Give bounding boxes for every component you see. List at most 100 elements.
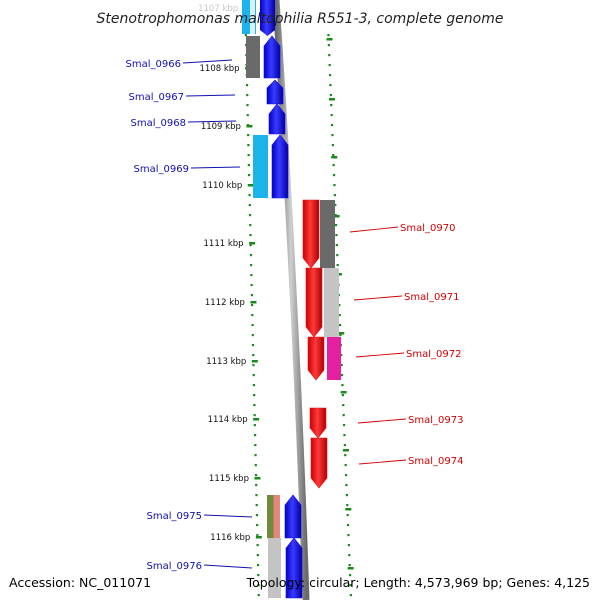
tick-label: 1116 kbp bbox=[210, 533, 250, 543]
outer-ruler-dot bbox=[342, 424, 346, 427]
gene-arrow[interactable] bbox=[260, 0, 275, 36]
inner-ruler-dot bbox=[257, 594, 260, 597]
outer-ruler-dot bbox=[332, 154, 335, 157]
inner-tick-mark bbox=[254, 477, 261, 480]
gene-label-smal_0968[interactable]: Smal_0968 bbox=[131, 118, 186, 129]
gene-label-smal_0967[interactable]: Smal_0967 bbox=[129, 92, 184, 103]
inner-ruler-dot bbox=[256, 534, 259, 537]
tick-label: 1110 kbp bbox=[202, 181, 242, 191]
gene-arrow-smal_0969[interactable] bbox=[271, 134, 289, 199]
outer-ruler-dot bbox=[348, 564, 351, 567]
gene-label-smal_0972[interactable]: Smal_0972 bbox=[406, 349, 461, 360]
inner-ruler-dot bbox=[257, 584, 260, 587]
inner-ruler-dot bbox=[250, 274, 253, 277]
gene-arrow-smal_0976[interactable] bbox=[285, 537, 303, 599]
inner-tick-mark bbox=[249, 242, 256, 245]
gene-label-smal_0975[interactable]: Smal_0975 bbox=[147, 511, 202, 522]
outer-ruler-dot bbox=[346, 524, 350, 527]
inner-ruler-dot bbox=[249, 254, 253, 257]
outer-ruler-dot bbox=[343, 434, 346, 437]
tick-label: 1111 kbp bbox=[204, 239, 244, 249]
gene-arrow-smal_0966[interactable] bbox=[263, 35, 281, 79]
outer-ruler-dot bbox=[336, 254, 339, 257]
genome-summary-text: Topology: circular; Length: 4,573,969 bp… bbox=[246, 575, 590, 590]
inner-ruler-dot bbox=[253, 404, 256, 407]
outer-ruler-dot bbox=[348, 574, 352, 577]
gene-arrow-smal_0971[interactable] bbox=[305, 267, 323, 338]
gene-track bbox=[260, 0, 328, 599]
outer-tick-mark bbox=[328, 98, 335, 101]
outer-ruler-dot bbox=[338, 304, 341, 307]
inner-ruler-dot bbox=[249, 224, 252, 227]
outer-ruler-dot bbox=[334, 224, 338, 227]
outer-ruler-dot bbox=[344, 454, 347, 457]
inner-ruler-dot bbox=[255, 504, 258, 507]
outer-ruler-dot bbox=[332, 164, 335, 167]
gene-label-smal_0976[interactable]: Smal_0976 bbox=[147, 561, 202, 572]
inner-tick-mark bbox=[247, 184, 254, 187]
accession-text: Accession: NC_011071 bbox=[9, 575, 151, 590]
outer-ruler-dot bbox=[341, 394, 344, 397]
ruler-ticks: 1107 kbp 1108 kbp 1109 kbp 1110 kbp 1111 kbp… bbox=[198, 4, 354, 570]
outer-ruler-dot bbox=[349, 584, 352, 587]
outer-ruler-dot bbox=[342, 404, 345, 407]
dark-gray-feature bbox=[246, 36, 260, 78]
outer-ruler-dot bbox=[349, 594, 352, 597]
tick-label: 1107 kbp bbox=[198, 4, 238, 14]
inner-ruler-dot bbox=[247, 164, 250, 167]
inner-ruler-dot bbox=[252, 374, 255, 377]
inner-ruler-dot bbox=[251, 334, 254, 337]
inner-ruler-dot bbox=[254, 474, 258, 477]
label-leader-line bbox=[203, 564, 253, 569]
gene-label-smal_0974[interactable]: Smal_0974 bbox=[408, 456, 463, 467]
inner-tick-mark bbox=[246, 125, 253, 128]
inner-ruler-dot bbox=[251, 314, 254, 317]
label-leader-line bbox=[355, 352, 405, 358]
gene-label-smal_0973[interactable]: Smal_0973 bbox=[408, 415, 463, 426]
inner-ruler-dot bbox=[254, 454, 257, 457]
gene-arrow-smal_0972[interactable] bbox=[307, 336, 325, 381]
outer-ruler-dot bbox=[345, 484, 348, 487]
feature-block bbox=[250, 0, 255, 34]
gene-label-smal_0971[interactable]: Smal_0971 bbox=[404, 292, 459, 303]
inner-ruler-dot bbox=[246, 94, 249, 97]
inner-ruler-dot bbox=[252, 364, 255, 367]
gene-arrow-smal_0975[interactable] bbox=[284, 494, 302, 539]
inner-ruler-dot bbox=[250, 284, 253, 287]
label-leader-line bbox=[349, 226, 399, 233]
outer-ruler-dot bbox=[347, 544, 350, 547]
outer-tick-mark bbox=[347, 567, 354, 570]
gene-arrow-smal_0967[interactable] bbox=[266, 79, 284, 105]
inner-ruler-dot bbox=[246, 104, 249, 107]
inner-ruler-dot bbox=[251, 324, 254, 327]
outer-ruler-dot bbox=[330, 104, 333, 107]
gene-label-smal_0969[interactable]: Smal_0969 bbox=[134, 164, 189, 175]
inner-ruler-dot bbox=[257, 574, 260, 577]
gene-label-smal_0966[interactable]: Smal_0966 bbox=[126, 59, 181, 70]
outer-ruler-dot bbox=[340, 354, 343, 357]
outer-ruler-dot bbox=[328, 64, 331, 67]
gene-label-smal_0970[interactable]: Smal_0970 bbox=[400, 223, 455, 234]
gene-arrow-smal_0973[interactable] bbox=[309, 407, 327, 439]
gene-arrow-smal_0968[interactable] bbox=[268, 103, 286, 135]
outer-ruler-dot bbox=[344, 464, 347, 467]
inner-ruler-dot bbox=[250, 294, 253, 297]
gene-arrow-smal_0970[interactable] bbox=[302, 199, 320, 269]
tick-label: 1108 kbp bbox=[200, 64, 240, 74]
label-leader-line bbox=[190, 166, 241, 169]
gene-arrow-smal_0974[interactable] bbox=[310, 437, 328, 489]
inner-tick-mark bbox=[250, 301, 257, 304]
dark-gray-feature bbox=[320, 200, 335, 268]
outer-ruler-dot bbox=[328, 74, 332, 77]
inner-ruler-dot bbox=[253, 414, 256, 417]
outer-ruler-dot bbox=[345, 494, 348, 497]
label-leader-line bbox=[203, 514, 253, 518]
inner-ruler-dot bbox=[253, 394, 256, 397]
inner-ruler-dot bbox=[247, 154, 250, 157]
label-leader-line bbox=[185, 94, 236, 97]
outer-ruler-dot bbox=[346, 504, 349, 507]
tick-label: 1112 kbp bbox=[205, 298, 245, 308]
outer-ruler-dot bbox=[336, 264, 339, 267]
outer-tick-mark bbox=[345, 508, 352, 511]
olive-feature bbox=[267, 495, 274, 538]
